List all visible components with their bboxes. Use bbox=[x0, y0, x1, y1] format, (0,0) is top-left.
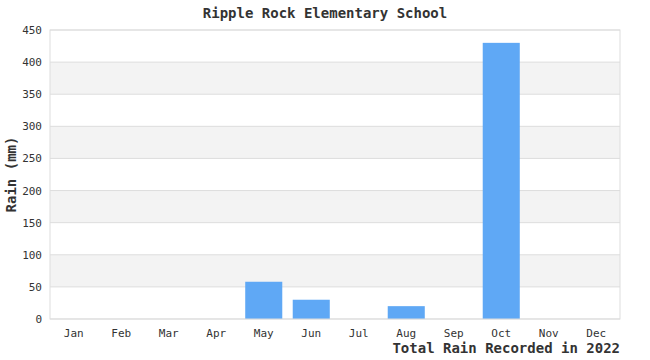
y-tick-label: 350 bbox=[22, 88, 42, 101]
x-tick-label: Jun bbox=[301, 327, 321, 340]
y-tick-label: 100 bbox=[22, 249, 42, 262]
y-tick-label: 450 bbox=[22, 24, 42, 37]
grid-line bbox=[50, 286, 620, 287]
y-tick-label: 0 bbox=[35, 313, 42, 326]
grid-line bbox=[50, 94, 620, 95]
x-tick-label: Feb bbox=[111, 327, 131, 340]
grid-band bbox=[50, 126, 620, 158]
x-axis-label: Total Rain Recorded in 2022 bbox=[392, 340, 620, 356]
y-tick-label: 300 bbox=[22, 120, 42, 133]
x-tick-label: Jan bbox=[64, 327, 84, 340]
y-axis-label: Rain (mm) bbox=[3, 137, 19, 213]
plot-background bbox=[50, 30, 620, 319]
grid-band bbox=[50, 255, 620, 287]
bar bbox=[388, 306, 425, 319]
plot-frame bbox=[50, 30, 620, 319]
x-tick-label: Aug bbox=[396, 327, 416, 340]
y-tick-label: 150 bbox=[22, 217, 42, 230]
grid-line bbox=[50, 158, 620, 159]
x-tick-label: May bbox=[254, 327, 274, 340]
x-tick-label: Dec bbox=[586, 327, 606, 340]
grid-line bbox=[50, 190, 620, 191]
y-tick-label: 200 bbox=[22, 185, 42, 198]
chart-title: Ripple Rock Elementary School bbox=[203, 5, 447, 21]
bars bbox=[245, 43, 520, 319]
x-tick-label: Jul bbox=[349, 327, 369, 340]
grid-line bbox=[50, 62, 620, 63]
x-tick-label: Nov bbox=[539, 327, 559, 340]
x-tick-label: Mar bbox=[159, 327, 179, 340]
x-tick-label: Sep bbox=[444, 327, 464, 340]
y-tick-label: 400 bbox=[22, 56, 42, 69]
chart-container: 0 50 100 150 200 250 300 350 400 450 Jan Feb Mar Apr M… bbox=[0, 0, 650, 360]
y-tick-label: 250 bbox=[22, 152, 42, 165]
grid-line bbox=[50, 254, 620, 255]
x-tick-label: Apr bbox=[206, 327, 226, 340]
grid-band bbox=[50, 191, 620, 223]
x-tick-label: Oct bbox=[491, 327, 511, 340]
bar bbox=[245, 282, 282, 319]
grid-line bbox=[50, 126, 620, 127]
bar bbox=[483, 43, 520, 319]
grid-line bbox=[50, 222, 620, 223]
chart-svg: 0 50 100 150 200 250 300 350 400 450 Jan Feb Mar Apr M… bbox=[0, 0, 650, 360]
y-tick-label: 50 bbox=[29, 281, 42, 294]
grid-band bbox=[50, 62, 620, 94]
bar bbox=[293, 300, 330, 319]
